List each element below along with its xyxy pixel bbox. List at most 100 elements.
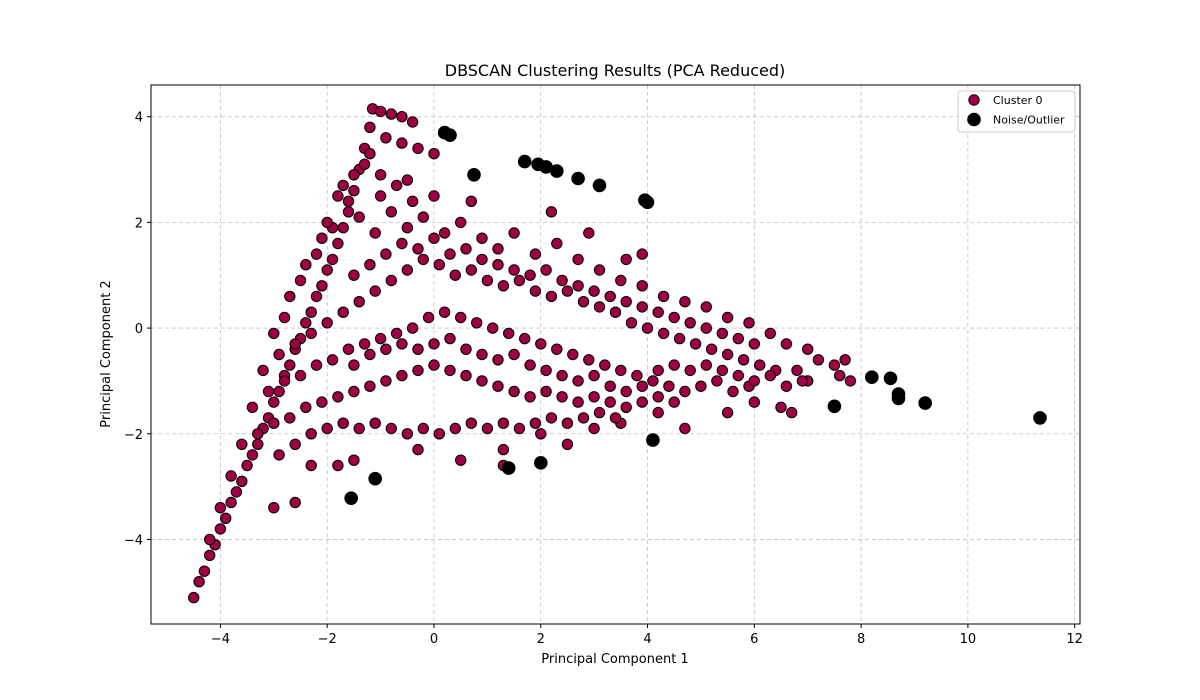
- cluster-point: [609, 412, 622, 424]
- cluster-point: [535, 428, 547, 440]
- cluster-point: [839, 354, 851, 366]
- cluster-point: [524, 359, 536, 371]
- cluster-point: [476, 253, 488, 266]
- noise-point: [517, 154, 532, 169]
- cluster-point: [342, 195, 355, 208]
- cluster-point: [492, 243, 504, 255]
- cluster-point: [332, 391, 344, 403]
- legend: Cluster 0 Noise/Outlier: [957, 90, 1076, 133]
- cluster-point: [401, 428, 413, 440]
- cluster-point: [460, 243, 472, 255]
- cluster-point: [273, 385, 285, 398]
- cluster-point: [588, 391, 600, 403]
- cluster-point: [593, 264, 606, 276]
- cluster-point: [540, 264, 552, 276]
- cluster-point: [348, 269, 360, 281]
- cluster-point: [615, 274, 627, 287]
- cluster-point: [732, 332, 744, 345]
- cluster-point: [663, 380, 675, 392]
- cluster-point: [668, 396, 680, 408]
- cluster-point: [390, 327, 403, 340]
- cluster-point: [497, 417, 510, 429]
- cluster-point: [802, 343, 814, 355]
- cluster-point: [764, 327, 776, 340]
- cluster-point: [679, 296, 691, 308]
- cluster-point: [588, 422, 600, 435]
- cluster-point: [572, 396, 584, 408]
- cluster-point: [316, 280, 328, 292]
- plot-area: −4 −2 0 2 4 6 8 10 12 −4 −2 0 2 4: [124, 84, 1083, 647]
- x-tick-label: 6: [750, 632, 758, 647]
- cluster-point: [364, 148, 376, 160]
- cluster-point: [268, 417, 280, 429]
- cluster-point: [492, 259, 504, 271]
- x-tick-label: 0: [430, 632, 438, 647]
- cluster-point: [337, 179, 349, 192]
- cluster-point: [508, 264, 520, 276]
- cluster-point: [545, 290, 558, 303]
- cluster-point: [401, 264, 413, 276]
- cluster-point: [476, 375, 488, 387]
- cluster-point: [748, 396, 760, 408]
- cluster-point: [385, 422, 397, 435]
- cluster-point: [348, 359, 360, 371]
- cluster-point: [380, 132, 392, 144]
- cluster-point: [604, 380, 616, 392]
- cluster-point: [780, 380, 793, 392]
- cluster-point: [529, 417, 542, 429]
- cluster-point: [417, 253, 429, 266]
- chart-title: DBSCAN Clustering Results (PCA Reduced): [445, 61, 786, 80]
- cluster-point: [812, 354, 825, 366]
- cluster-point: [673, 332, 686, 345]
- axes-frame: [150, 84, 1081, 625]
- noise-point: [646, 433, 660, 447]
- cluster-point: [417, 422, 429, 435]
- cluster-point: [609, 306, 622, 318]
- cluster-point: [385, 206, 397, 218]
- cluster-point: [204, 549, 216, 561]
- cluster-point: [705, 343, 718, 355]
- cluster-point: [540, 364, 552, 377]
- cluster-point: [396, 111, 408, 123]
- cluster-point: [348, 385, 360, 398]
- cluster-point: [193, 576, 205, 588]
- cluster-point: [406, 116, 419, 128]
- cluster-point: [583, 354, 595, 366]
- cluster-point: [438, 227, 451, 239]
- cluster-point: [278, 375, 291, 387]
- cluster-point: [364, 121, 376, 134]
- cluster-point: [737, 354, 750, 366]
- cluster-point: [252, 428, 264, 440]
- cluster-point: [828, 359, 841, 371]
- cluster-point: [374, 105, 387, 118]
- noise-point: [827, 399, 842, 414]
- noise-points: [344, 125, 1047, 506]
- cluster-point: [700, 322, 712, 334]
- cluster-point: [743, 317, 755, 329]
- cluster-point: [433, 428, 445, 440]
- cluster-point: [465, 417, 477, 429]
- cluster-point: [471, 317, 483, 329]
- cluster-point: [396, 137, 408, 149]
- cluster-point: [636, 248, 648, 260]
- noise-point: [640, 195, 655, 210]
- cluster-point: [754, 359, 766, 371]
- cluster-point: [300, 401, 312, 413]
- cluster-point: [465, 195, 477, 208]
- cluster-point: [188, 591, 200, 604]
- cluster-point: [593, 301, 606, 313]
- cluster-point: [268, 502, 280, 514]
- cluster-point: [791, 364, 803, 377]
- legend-marker: [968, 94, 980, 106]
- cluster-point: [497, 443, 510, 456]
- cluster-point: [353, 296, 365, 308]
- cluster-point: [556, 391, 568, 403]
- noise-point: [501, 461, 516, 475]
- cluster-point: [273, 449, 285, 461]
- cluster-point: [342, 206, 355, 218]
- cluster-point: [374, 169, 387, 181]
- cluster-point: [492, 354, 504, 366]
- cluster-point: [652, 364, 664, 377]
- x-tick-label: 10: [960, 632, 977, 647]
- cluster-point: [406, 322, 419, 334]
